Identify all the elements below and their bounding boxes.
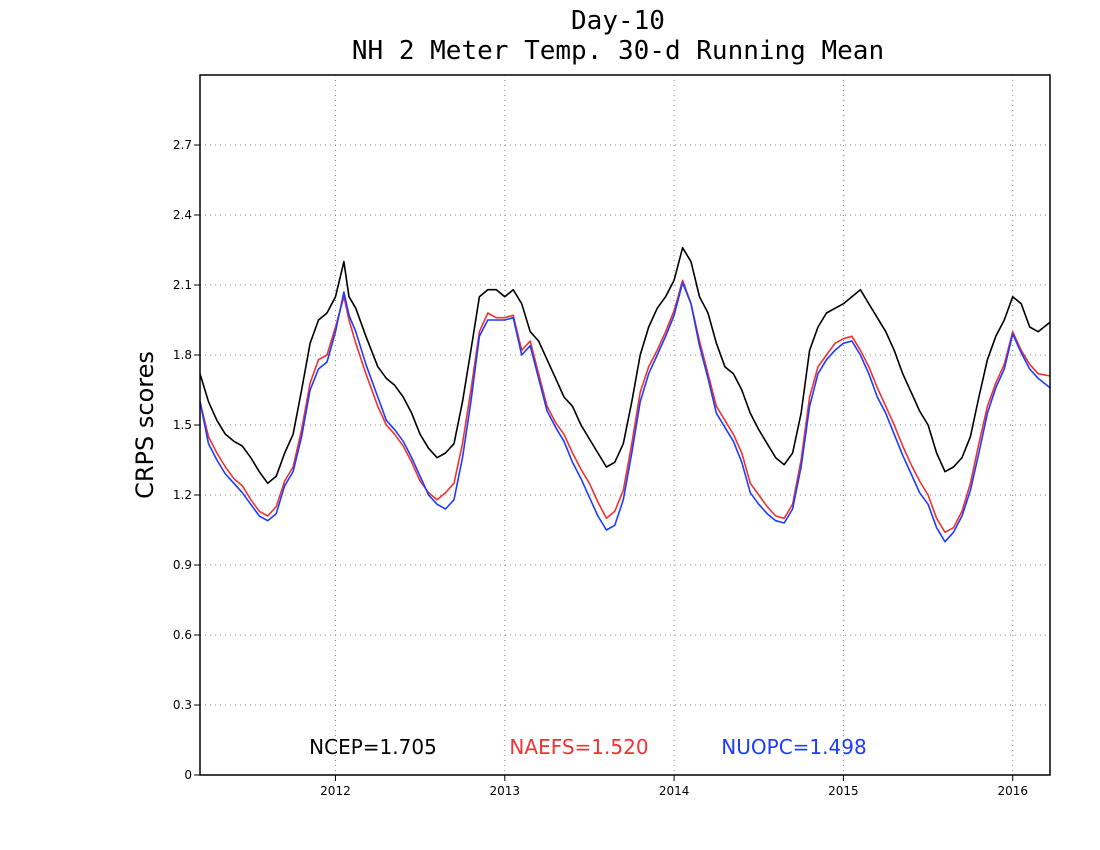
y-axis-label: CRPS scores xyxy=(131,351,159,499)
grid-lines xyxy=(200,75,1050,775)
y-tick-label: 2.4 xyxy=(173,208,192,222)
series-lines xyxy=(199,246,1051,543)
legend: NCEP=1.705 NAEFS=1.520 NUOPC=1.498 xyxy=(309,735,867,759)
axes: 0 0.3 0.6 0.9 1.2 1.5 1.8 2.1 2.4 2.7 2012 2013 2014… xyxy=(173,138,1028,798)
y-tick-label: 1.5 xyxy=(173,418,192,432)
y-tick-label: 2.7 xyxy=(173,138,192,152)
x-tick-label: 2013 xyxy=(490,784,521,798)
chart-title: Day-10 xyxy=(571,6,665,36)
ncep-line xyxy=(199,246,1051,485)
legend-naefs: NAEFS=1.520 xyxy=(509,735,648,759)
y-tick-label: 0.6 xyxy=(173,628,192,642)
legend-ncep: NCEP=1.705 xyxy=(309,735,437,759)
y-tick-label: 1.8 xyxy=(173,348,192,362)
x-tick-label: 2015 xyxy=(828,784,859,798)
x-tick-label: 2014 xyxy=(659,784,690,798)
legend-nuopc: NUOPC=1.498 xyxy=(721,735,866,759)
nuopc-line xyxy=(199,281,1051,543)
plot-frame xyxy=(199,74,1051,776)
y-tick-label: 0 xyxy=(184,768,192,782)
y-tick-label: 0.9 xyxy=(173,558,192,572)
x-tick-label: 2016 xyxy=(997,784,1028,798)
x-tick-label: 2012 xyxy=(320,784,351,798)
y-tick-label: 0.3 xyxy=(173,698,192,712)
y-tick-label: 2.1 xyxy=(173,278,192,292)
chart-subtitle: NH 2 Meter Temp. 30-d Running Mean xyxy=(352,36,884,66)
y-tick-label: 1.2 xyxy=(173,488,192,502)
